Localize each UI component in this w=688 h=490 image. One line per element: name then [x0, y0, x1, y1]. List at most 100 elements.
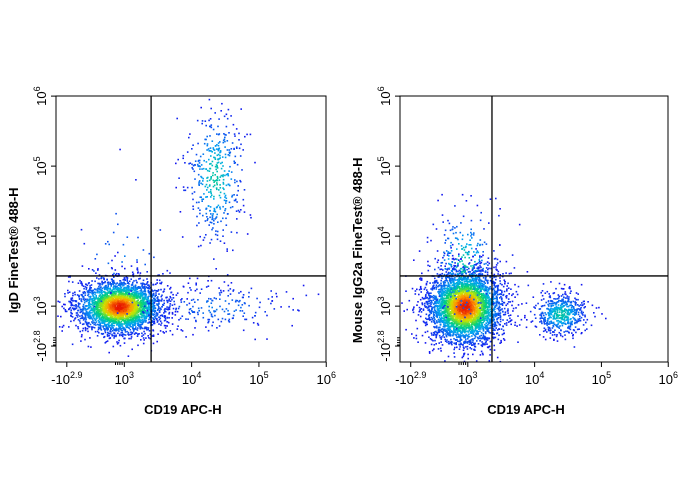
event-dot — [81, 298, 83, 300]
event-dot — [100, 303, 103, 306]
event-dot — [133, 293, 136, 295]
event-dot — [218, 189, 220, 191]
event-dot — [490, 313, 492, 315]
event-dot — [215, 148, 218, 150]
event-dot — [111, 290, 114, 293]
event-dot — [120, 281, 123, 284]
event-dot — [222, 181, 225, 184]
event-dot — [90, 284, 93, 286]
event-dot — [500, 295, 502, 298]
event-dot — [486, 286, 489, 289]
event-dot — [211, 306, 213, 309]
event-dot — [123, 281, 125, 284]
event-dot — [496, 318, 498, 321]
event-dot — [134, 328, 137, 330]
event-dot — [100, 329, 103, 331]
event-dot — [121, 329, 124, 332]
event-dot — [118, 284, 120, 286]
event-dot — [115, 335, 117, 338]
event-dot — [106, 279, 108, 281]
event-dot — [142, 314, 145, 316]
event-dot — [240, 290, 242, 293]
event-dot — [194, 289, 197, 292]
event-dot — [128, 308, 131, 311]
event-dot — [148, 291, 151, 293]
event-dot — [117, 308, 119, 310]
event-dot — [197, 207, 200, 209]
event-dot — [126, 293, 128, 296]
event-dot — [75, 307, 78, 309]
event-dot — [101, 322, 103, 324]
event-dot — [118, 287, 121, 290]
event-dot — [106, 286, 108, 289]
event-dot — [121, 300, 124, 302]
event-dot — [116, 289, 119, 292]
event-dot — [446, 280, 449, 282]
event-dot — [230, 282, 233, 284]
event-dot — [425, 313, 428, 316]
event-dot — [146, 309, 148, 312]
event-dot — [166, 296, 168, 299]
event-dot — [228, 321, 231, 323]
event-dot — [116, 322, 118, 324]
event-dot — [97, 269, 99, 271]
event-dot — [204, 220, 207, 222]
event-dot — [143, 290, 145, 292]
event-dot — [118, 297, 121, 300]
event-dot — [188, 136, 190, 139]
event-dot — [164, 325, 167, 327]
event-dot — [120, 325, 122, 327]
event-dot — [480, 331, 483, 334]
event-dot — [121, 261, 123, 263]
event-dot — [166, 317, 169, 319]
event-dot — [192, 208, 195, 210]
event-dot — [105, 303, 107, 306]
event-dot — [130, 337, 132, 340]
event-dot — [84, 294, 87, 296]
event-dot — [421, 296, 424, 299]
event-dot — [93, 310, 95, 312]
event-dot — [127, 304, 130, 306]
event-dot — [58, 301, 61, 303]
event-dot — [130, 303, 132, 305]
event-dot — [436, 250, 439, 252]
event-dot — [57, 315, 59, 317]
event-dot — [125, 287, 127, 290]
event-dot — [91, 326, 93, 328]
event-dot — [129, 309, 132, 311]
event-dot — [191, 163, 193, 166]
event-dot — [219, 157, 221, 159]
event-dot — [92, 304, 94, 307]
event-dot — [134, 313, 137, 316]
event-dot — [435, 284, 438, 286]
event-dot — [169, 296, 172, 299]
event-dot — [79, 303, 81, 305]
event-dot — [122, 310, 124, 312]
event-dot — [136, 300, 139, 302]
event-dot — [215, 297, 217, 300]
event-dot — [175, 308, 177, 311]
event-dot — [122, 298, 125, 301]
event-dot — [119, 323, 122, 326]
event-dot — [136, 269, 139, 271]
event-dot — [94, 258, 97, 260]
event-dot — [125, 299, 128, 302]
event-dot — [225, 200, 227, 202]
event-dot — [140, 313, 143, 316]
event-dot — [194, 160, 197, 162]
event-dot — [171, 323, 174, 325]
event-dot — [209, 209, 211, 212]
event-dot — [140, 289, 143, 291]
event-dot — [425, 317, 427, 320]
event-dot — [237, 185, 239, 187]
event-dot — [112, 320, 115, 322]
event-dot — [154, 300, 156, 302]
event-dot — [136, 296, 138, 298]
event-dot — [430, 288, 432, 290]
event-dot — [104, 243, 107, 245]
event-dot — [68, 326, 70, 328]
event-dot — [138, 278, 140, 280]
event-dot — [95, 272, 97, 274]
event-dot — [101, 276, 103, 279]
event-dot — [470, 298, 473, 300]
